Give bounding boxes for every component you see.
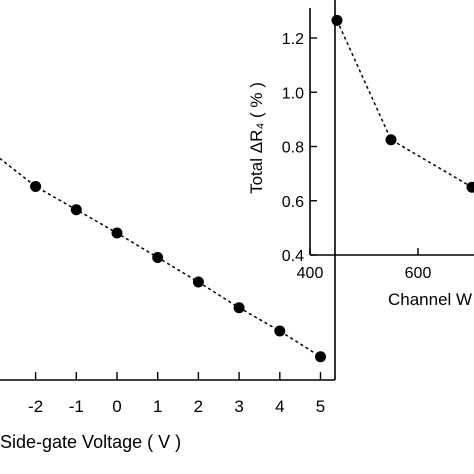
- main-x-ticks: [34, 372, 322, 380]
- main-series-points: [30, 180, 326, 363]
- inset-x-tick-label: 400: [297, 265, 324, 282]
- main-x-tick-label: 1: [153, 397, 162, 416]
- main-data-point: [152, 252, 164, 263]
- main-data-point: [30, 180, 42, 192]
- main-x-tick-label: -2: [28, 397, 43, 416]
- main-x-tick-labels: -2 -1 0 1 2 3 4 5: [28, 397, 325, 416]
- main-x-tick-label: 4: [275, 397, 284, 416]
- main-data-point: [192, 276, 204, 288]
- main-x-tick-label: 5: [316, 397, 325, 416]
- inset-tick-labels: 0.4 0.6 0.8 1.0 1.2 400 600: [282, 31, 432, 282]
- main-data-point: [274, 325, 286, 337]
- inset-series-points: [331, 14, 474, 193]
- inset-y-tick-label: 1.0: [282, 85, 304, 102]
- main-x-tick-label: -1: [69, 397, 84, 416]
- main-chart: -2 -1 0 1 2 3 4 5 Side-gate Voltage ( V ): [0, 0, 336, 452]
- inset-y-axis-label: Total ΔR₄ ( % ): [247, 82, 266, 194]
- inset-y-tick-label: 0.6: [282, 194, 304, 211]
- main-data-point: [111, 227, 123, 239]
- inset-chart: 0.4 0.6 0.8 1.0 1.2 400 600 Total ΔR₄ ( % ) Ch…: [247, 8, 474, 309]
- main-data-point: [70, 204, 82, 216]
- inset-y-tick-label: 1.2: [282, 31, 304, 48]
- inset-y-tick-label: 0.4: [282, 248, 304, 265]
- inset-data-point: [331, 14, 343, 26]
- main-x-tick-label: 2: [194, 397, 203, 416]
- inset-x-axis-label: Channel W: [388, 290, 472, 309]
- inset-x-tick-label: 600: [405, 265, 432, 282]
- inset-ticks: [309, 37, 419, 256]
- inset-series-line: [336, 20, 474, 189]
- inset-y-tick-label: 0.8: [282, 140, 304, 157]
- main-x-tick-label: 0: [112, 397, 121, 416]
- main-x-tick-label: 3: [234, 397, 243, 416]
- main-data-point: [315, 351, 326, 363]
- main-x-axis-label: Side-gate Voltage ( V ): [0, 432, 181, 452]
- inset-data-point: [466, 181, 474, 193]
- inset-data-point: [385, 134, 397, 146]
- main-data-point: [233, 302, 245, 314]
